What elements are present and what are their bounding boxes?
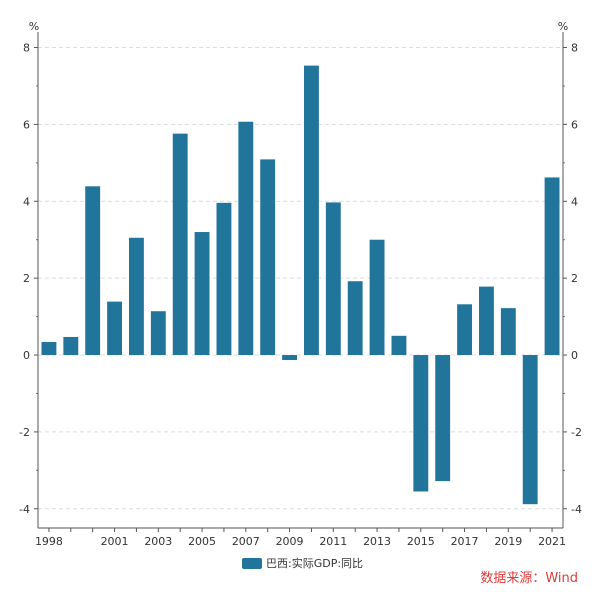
x-tick-label-1998: 1998	[35, 535, 63, 548]
bar-2004	[172, 133, 188, 356]
bar-2019	[500, 308, 516, 356]
bar-2017	[457, 304, 472, 356]
bar-2007	[238, 121, 254, 356]
y-tick-label-left: 6	[23, 118, 30, 131]
bar-2008	[260, 159, 276, 356]
bar-2011	[325, 202, 341, 356]
x-tick-label-2003: 2003	[144, 535, 172, 548]
y-tick-label-right: 6	[571, 118, 578, 131]
bar-1998	[41, 341, 57, 356]
bar-2010	[304, 65, 319, 356]
y-unit-left: %	[29, 20, 39, 33]
x-tick-label-2007: 2007	[232, 535, 260, 548]
y-unit-right: %	[558, 20, 568, 33]
axes	[34, 32, 567, 532]
bar-2001	[107, 301, 122, 356]
x-tick-label-2005: 2005	[188, 535, 216, 548]
bar-2006	[216, 202, 232, 356]
x-tick-label-2019: 2019	[494, 535, 522, 548]
x-tick-label-2009: 2009	[276, 535, 304, 548]
x-tick-label-2013: 2013	[363, 535, 391, 548]
bar-2016	[435, 355, 451, 482]
x-tick-label-2017: 2017	[451, 535, 479, 548]
y-tick-label-right: 8	[571, 42, 578, 55]
y-tick-label-left: -4	[19, 503, 30, 516]
legend-swatch	[242, 558, 262, 569]
y-tick-label-right: -2	[571, 426, 582, 439]
y-tick-label-left: 0	[23, 349, 30, 362]
bar-2002	[129, 237, 144, 356]
tick-labels: -4 -4 -2 -2 0 0 2 2 4 4 6 6 8 8 1998 2001 2003 2005 2007 20…	[19, 42, 582, 548]
bar-2005	[194, 232, 210, 356]
y-tick-label-right: 2	[571, 272, 578, 285]
bar-2015	[413, 355, 429, 492]
x-tick-label-2001: 2001	[101, 535, 129, 548]
bar-2000	[85, 186, 101, 356]
bar-2014	[391, 335, 407, 356]
y-tick-label-left: 4	[23, 195, 30, 208]
bars	[41, 65, 560, 505]
bar-2003	[150, 311, 166, 356]
bar-1999	[63, 336, 79, 356]
x-tick-label-2015: 2015	[407, 535, 435, 548]
y-tick-label-right: -4	[571, 503, 582, 516]
x-tick-label-2021: 2021	[538, 535, 566, 548]
legend-label: 巴西:实际GDP:同比	[266, 556, 363, 570]
y-tick-label-right: 4	[571, 195, 578, 208]
x-tick-label-2011: 2011	[319, 535, 347, 548]
bar-2020	[522, 355, 538, 505]
legend: 巴西:实际GDP:同比	[242, 556, 363, 570]
bar-2013	[369, 239, 385, 356]
y-tick-label-left: -2	[19, 426, 30, 439]
source-note: 数据来源：Wind	[480, 571, 578, 586]
bar-2012	[347, 281, 363, 356]
y-tick-label-right: 0	[571, 349, 578, 362]
y-tick-label-left: 2	[23, 272, 30, 285]
bar-2021	[544, 177, 560, 356]
bar-2018	[479, 286, 494, 356]
bar-2009	[282, 355, 297, 361]
gridlines	[38, 47, 563, 510]
y-tick-label-left: 8	[23, 42, 30, 55]
